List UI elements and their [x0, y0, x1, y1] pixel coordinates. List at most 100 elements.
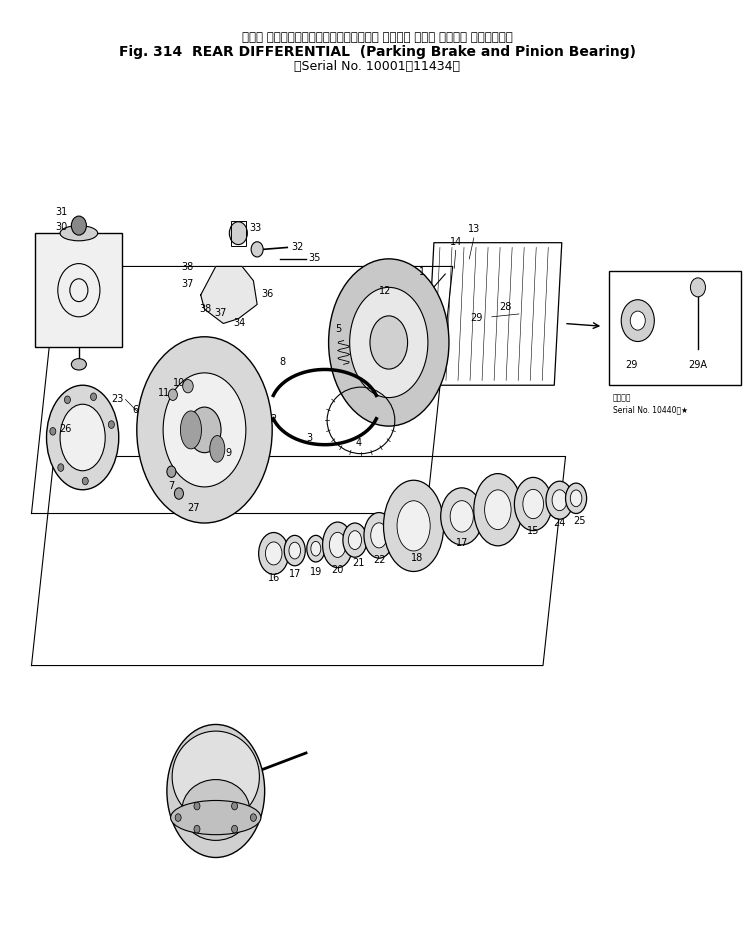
Text: 31: 31: [55, 208, 68, 217]
Text: 9: 9: [226, 447, 232, 458]
Text: 5: 5: [335, 324, 341, 333]
Text: リヤー ディファレンシャル　（バーキング ブレーキ および ピニオン ベアリング）: リヤー ディファレンシャル （バーキング ブレーキ および ピニオン ベアリング…: [242, 31, 513, 44]
Ellipse shape: [546, 482, 573, 520]
Ellipse shape: [450, 501, 473, 532]
Ellipse shape: [441, 488, 482, 545]
Bar: [231, 222, 246, 247]
Text: 8: 8: [279, 357, 286, 367]
Ellipse shape: [348, 531, 362, 550]
Text: 26: 26: [59, 424, 71, 433]
Text: 19: 19: [310, 566, 322, 576]
Text: 29: 29: [470, 312, 483, 323]
Ellipse shape: [182, 780, 250, 841]
Circle shape: [50, 428, 56, 436]
Circle shape: [232, 825, 238, 833]
Text: （Serial No. 10001～11434）: （Serial No. 10001～11434）: [294, 59, 461, 72]
Ellipse shape: [485, 490, 511, 530]
Ellipse shape: [350, 288, 428, 398]
Circle shape: [91, 393, 97, 401]
Text: 11: 11: [159, 387, 171, 398]
Ellipse shape: [364, 513, 394, 559]
Text: 32: 32: [291, 241, 304, 251]
Text: 38: 38: [181, 262, 193, 272]
Circle shape: [630, 312, 646, 330]
Ellipse shape: [171, 801, 261, 835]
Text: 29A: 29A: [689, 359, 707, 369]
Ellipse shape: [523, 490, 544, 519]
Bar: [609, 272, 741, 386]
Text: 18: 18: [411, 553, 424, 563]
Ellipse shape: [397, 502, 430, 551]
Text: 23: 23: [111, 393, 123, 403]
Circle shape: [109, 422, 115, 429]
Text: 36: 36: [261, 288, 273, 299]
Circle shape: [64, 397, 70, 405]
Text: 24: 24: [553, 518, 565, 527]
Ellipse shape: [60, 227, 97, 242]
Ellipse shape: [371, 524, 387, 548]
Ellipse shape: [259, 533, 288, 575]
Text: 14: 14: [450, 236, 462, 247]
Ellipse shape: [188, 407, 221, 453]
Circle shape: [183, 380, 193, 393]
Bar: [35, 234, 122, 347]
Circle shape: [230, 223, 248, 246]
Text: 16: 16: [267, 573, 280, 583]
Circle shape: [168, 389, 177, 401]
Text: 3: 3: [306, 433, 312, 443]
Ellipse shape: [163, 373, 246, 487]
Text: 17: 17: [455, 538, 468, 547]
Circle shape: [690, 279, 705, 298]
Circle shape: [71, 217, 86, 236]
Text: 30: 30: [55, 222, 68, 231]
Text: 29: 29: [626, 359, 638, 369]
Ellipse shape: [552, 490, 567, 511]
Text: 2: 2: [270, 414, 276, 424]
Ellipse shape: [311, 542, 321, 556]
Circle shape: [175, 814, 181, 822]
Circle shape: [621, 301, 655, 342]
Text: 28: 28: [499, 302, 512, 312]
Circle shape: [174, 488, 183, 500]
Ellipse shape: [322, 523, 353, 568]
Text: 37: 37: [214, 308, 226, 318]
Circle shape: [194, 825, 200, 833]
Ellipse shape: [474, 474, 522, 546]
Text: 12: 12: [379, 286, 391, 296]
Ellipse shape: [565, 484, 587, 514]
Text: 15: 15: [527, 526, 539, 535]
Circle shape: [251, 243, 263, 258]
Ellipse shape: [384, 481, 444, 572]
Text: 37: 37: [181, 278, 193, 288]
Circle shape: [58, 465, 63, 472]
Text: 7: 7: [168, 481, 174, 490]
Ellipse shape: [180, 411, 202, 449]
Ellipse shape: [284, 536, 305, 566]
Text: Serial No. 10440～★: Serial No. 10440～★: [613, 405, 688, 414]
Ellipse shape: [167, 724, 265, 858]
Polygon shape: [201, 268, 257, 324]
Text: 適用号機: 適用号機: [613, 393, 631, 403]
Ellipse shape: [370, 316, 408, 369]
Text: 33: 33: [250, 223, 262, 232]
Text: 6: 6: [132, 405, 138, 414]
Text: 21: 21: [353, 558, 365, 567]
Circle shape: [232, 803, 238, 810]
Ellipse shape: [570, 490, 582, 507]
Text: 38: 38: [199, 304, 211, 313]
Ellipse shape: [329, 533, 346, 558]
Ellipse shape: [137, 337, 273, 524]
Text: 35: 35: [308, 252, 321, 263]
Text: 34: 34: [233, 317, 245, 327]
Text: 4: 4: [356, 438, 362, 448]
Ellipse shape: [514, 478, 552, 531]
Ellipse shape: [47, 386, 119, 490]
Text: 27: 27: [188, 503, 200, 512]
Text: 13: 13: [467, 224, 480, 234]
Text: 20: 20: [331, 565, 344, 574]
Ellipse shape: [266, 543, 282, 565]
Circle shape: [251, 814, 257, 822]
Ellipse shape: [71, 359, 86, 370]
Text: 22: 22: [373, 555, 385, 565]
Ellipse shape: [210, 436, 225, 463]
